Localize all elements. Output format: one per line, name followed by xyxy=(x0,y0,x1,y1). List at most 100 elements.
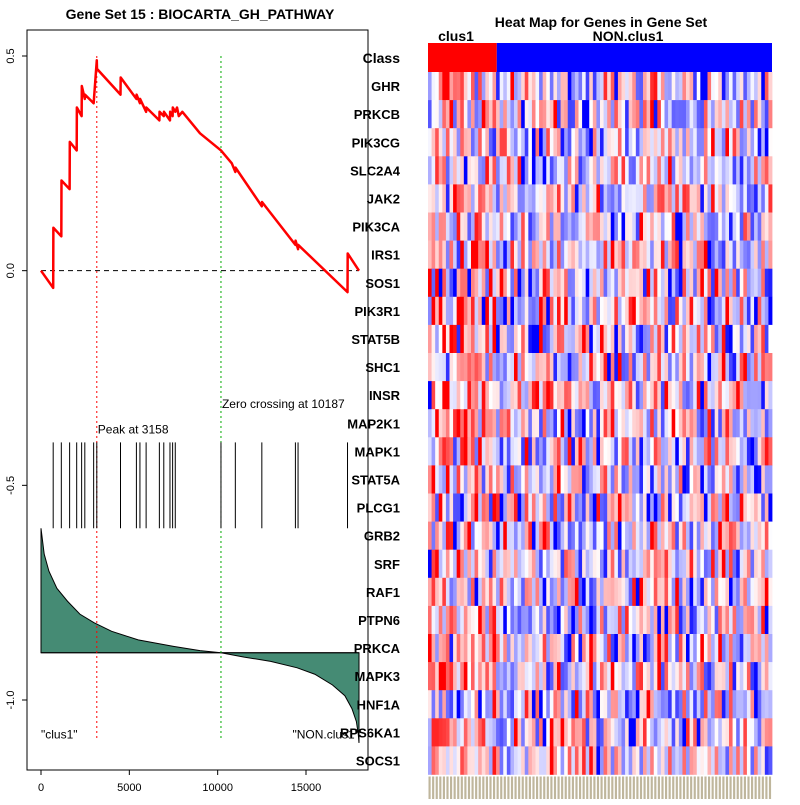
heatmap-cell xyxy=(628,690,633,719)
heatmap-cell xyxy=(600,296,604,326)
heatmap-cell xyxy=(596,634,601,663)
heatmap-cell xyxy=(725,605,730,635)
heatmap-cell xyxy=(657,605,662,635)
heatmap-cell xyxy=(714,128,719,157)
heatmap-cell xyxy=(743,690,748,719)
heatmap-cell xyxy=(574,100,579,129)
heatmap-cell xyxy=(553,381,558,410)
heatmap-cell xyxy=(585,465,590,494)
heatmap-cell xyxy=(743,437,748,466)
heatmap-cell xyxy=(567,268,572,298)
heatmap-cell xyxy=(449,156,454,185)
heatmap-cell xyxy=(725,662,730,691)
heatmap-cell xyxy=(574,521,579,550)
heatmap-cell xyxy=(696,577,701,607)
heatmap-cell xyxy=(564,212,569,241)
heatmap-cell xyxy=(714,662,719,691)
heatmap-cell xyxy=(746,72,751,101)
heatmap-cell xyxy=(603,296,608,326)
heatmap-cell xyxy=(607,521,612,550)
x-tick-label: 5000 xyxy=(117,782,141,794)
heatmap-cell xyxy=(485,240,490,269)
heatmap-cell xyxy=(668,634,673,663)
sample-label-mark xyxy=(718,776,721,799)
heatmap-cell xyxy=(614,409,619,438)
heatmap-cell xyxy=(485,690,490,719)
heatmap-cell xyxy=(560,746,565,775)
sample-label-mark xyxy=(711,776,714,799)
heatmap-cell xyxy=(503,493,508,522)
heatmap-cell xyxy=(531,268,536,298)
heatmap-cell xyxy=(585,549,590,579)
heatmap-cell xyxy=(739,156,744,185)
heatmap-cell xyxy=(617,465,622,494)
heatmap-cell xyxy=(428,324,432,354)
heatmap-cell xyxy=(653,577,658,607)
heatmap-cell xyxy=(668,212,673,241)
heatmap-cell xyxy=(711,184,716,213)
heatmap-cell xyxy=(585,437,590,466)
heatmap-cell xyxy=(574,634,579,663)
heatmap-cell xyxy=(732,100,737,129)
heatmap-cell xyxy=(546,605,551,635)
heatmap-cell xyxy=(546,662,551,691)
heatmap-cell xyxy=(693,718,698,747)
heatmap-cell xyxy=(564,690,569,719)
heatmap-cell xyxy=(564,353,569,382)
heatmap-cell xyxy=(546,72,551,101)
heatmap-cell xyxy=(625,324,630,354)
heatmap-cell xyxy=(732,577,737,607)
heatmap-cell xyxy=(732,72,737,101)
heatmap-cell xyxy=(481,381,486,410)
heatmap-cell xyxy=(621,662,626,691)
heatmap-cell xyxy=(643,605,647,635)
heatmap-cell xyxy=(610,212,615,241)
sample-label-mark xyxy=(632,776,635,799)
heatmap-cell xyxy=(675,437,680,466)
heatmap-cell xyxy=(657,718,662,747)
heatmap-cell xyxy=(445,549,450,579)
heatmap-cell xyxy=(696,212,701,241)
heatmap-cell xyxy=(499,465,504,494)
heatmap-cell xyxy=(707,549,712,579)
heatmap-cell xyxy=(549,409,554,438)
heatmap-cell xyxy=(739,268,744,298)
heatmap-cell xyxy=(442,240,447,269)
heatmap-cell xyxy=(617,100,622,129)
heatmap-cell xyxy=(481,409,486,438)
heatmap-cell xyxy=(596,577,601,607)
heatmap-cell xyxy=(553,184,558,213)
heatmap-cell xyxy=(553,634,558,663)
heatmap-cell xyxy=(528,324,533,354)
heatmap-cell xyxy=(442,128,447,157)
heatmap-cell xyxy=(653,240,658,269)
heatmap-cell xyxy=(496,128,501,157)
heatmap-cell xyxy=(567,212,572,241)
heatmap-cell xyxy=(757,184,762,213)
heatmap-cell xyxy=(531,493,536,522)
heatmap-cell xyxy=(639,296,644,326)
heatmap-cell xyxy=(496,746,501,775)
heatmap-cell xyxy=(628,549,633,579)
heatmap-cell xyxy=(761,212,766,241)
heatmap-cell xyxy=(746,353,751,382)
heatmap-cell xyxy=(650,690,655,719)
heatmap-cell xyxy=(499,100,504,129)
heatmap-cell xyxy=(531,521,536,550)
heatmap-cell xyxy=(542,493,547,522)
heatmap-cell xyxy=(539,324,544,354)
heatmap-cell xyxy=(639,521,644,550)
heatmap-cell xyxy=(632,437,637,466)
heatmap-cell xyxy=(585,746,590,775)
heatmap-cell xyxy=(539,577,544,607)
heatmap-cell xyxy=(607,240,612,269)
heatmap-cell xyxy=(660,72,665,101)
heatmap-cell xyxy=(614,353,619,382)
heatmap-cell xyxy=(707,184,712,213)
annotation-non-clus1: "NON.clus1" xyxy=(292,728,359,742)
heatmap-cell xyxy=(621,521,626,550)
heatmap-cell xyxy=(625,296,630,326)
heatmap-cell xyxy=(456,240,461,269)
heatmap-cell xyxy=(614,634,619,663)
heatmap-cell xyxy=(567,324,572,354)
